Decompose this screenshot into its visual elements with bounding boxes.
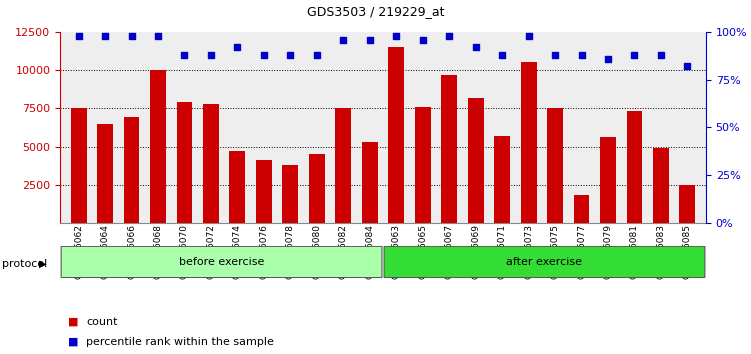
Bar bbox=[124, 118, 140, 223]
Bar bbox=[626, 112, 642, 223]
Point bbox=[391, 33, 403, 39]
Bar bbox=[442, 75, 457, 223]
Text: percentile rank within the sample: percentile rank within the sample bbox=[86, 337, 274, 347]
Bar bbox=[176, 102, 192, 223]
Text: after exercise: after exercise bbox=[506, 257, 583, 267]
Bar bbox=[97, 124, 113, 223]
Bar bbox=[494, 136, 510, 223]
Bar bbox=[309, 154, 324, 223]
Text: count: count bbox=[86, 317, 118, 327]
Bar bbox=[256, 160, 272, 223]
Point bbox=[417, 37, 429, 42]
Bar bbox=[600, 137, 616, 223]
Point bbox=[443, 33, 455, 39]
Bar bbox=[282, 165, 298, 223]
Bar bbox=[230, 151, 246, 223]
Text: ■: ■ bbox=[68, 337, 78, 347]
Bar bbox=[415, 107, 430, 223]
FancyBboxPatch shape bbox=[61, 246, 382, 278]
Point bbox=[523, 33, 535, 39]
Bar bbox=[547, 108, 563, 223]
Point bbox=[629, 52, 641, 58]
Text: before exercise: before exercise bbox=[179, 257, 264, 267]
Text: protocol: protocol bbox=[2, 259, 47, 269]
Bar bbox=[71, 108, 86, 223]
Text: ▶: ▶ bbox=[39, 259, 47, 269]
Point bbox=[496, 52, 508, 58]
Bar bbox=[203, 104, 219, 223]
Point bbox=[681, 63, 693, 69]
Bar bbox=[574, 195, 590, 223]
Point bbox=[73, 33, 85, 39]
Point bbox=[125, 33, 137, 39]
Bar bbox=[680, 185, 695, 223]
Bar bbox=[336, 108, 351, 223]
Bar bbox=[653, 148, 669, 223]
Point bbox=[549, 52, 561, 58]
Bar bbox=[362, 142, 378, 223]
Point bbox=[655, 52, 667, 58]
Point bbox=[285, 52, 297, 58]
Point bbox=[152, 33, 164, 39]
Point bbox=[575, 52, 587, 58]
Bar bbox=[520, 62, 536, 223]
Bar bbox=[150, 70, 166, 223]
Point bbox=[231, 44, 243, 50]
Text: ■: ■ bbox=[68, 317, 78, 327]
Point bbox=[311, 52, 323, 58]
Bar bbox=[388, 47, 404, 223]
Point bbox=[179, 52, 191, 58]
Point bbox=[337, 37, 349, 42]
Point bbox=[363, 37, 376, 42]
Point bbox=[99, 33, 111, 39]
Point bbox=[258, 52, 270, 58]
Point bbox=[602, 56, 614, 62]
Text: GDS3503 / 219229_at: GDS3503 / 219229_at bbox=[306, 5, 445, 18]
Point bbox=[205, 52, 217, 58]
Bar bbox=[468, 98, 484, 223]
FancyBboxPatch shape bbox=[384, 246, 705, 278]
Point bbox=[469, 44, 481, 50]
